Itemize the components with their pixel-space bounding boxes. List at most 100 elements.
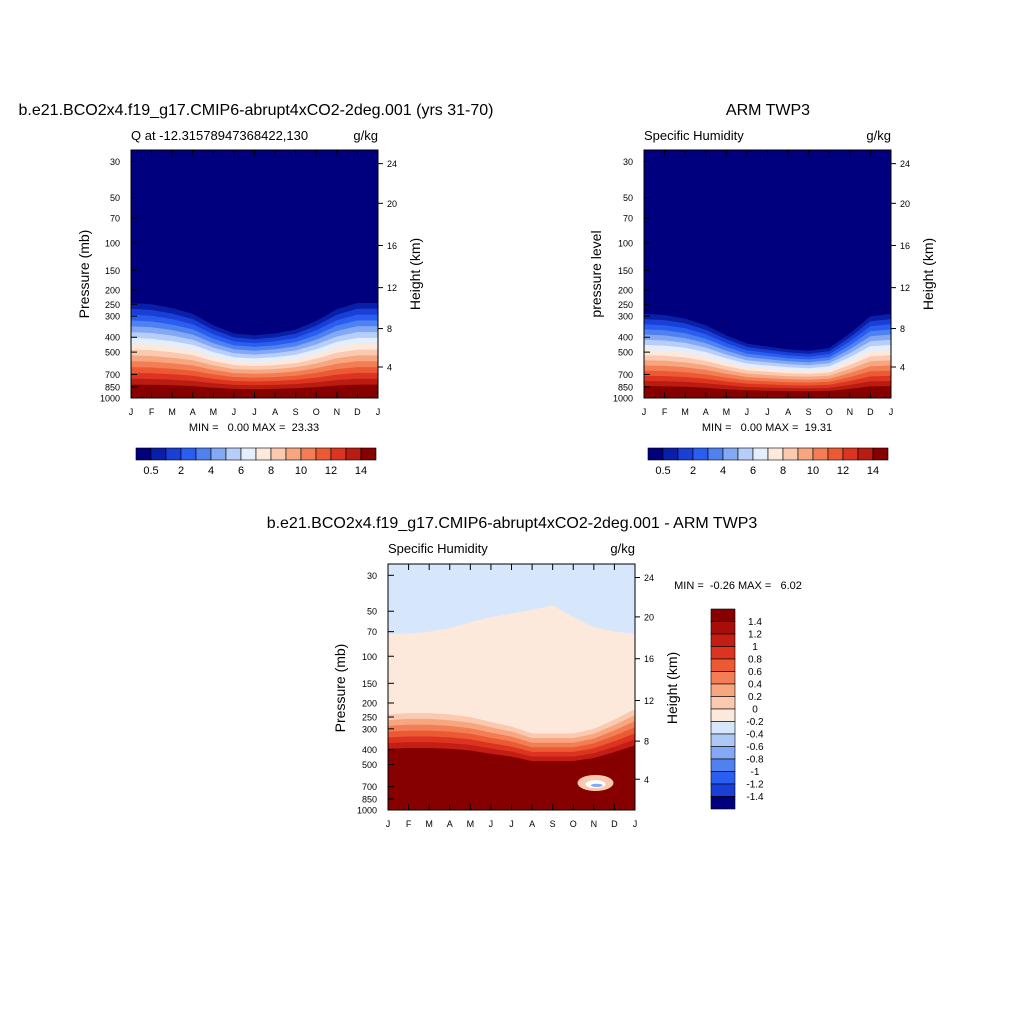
colorbar: 0.5 2 4 6 8 10 12 14: [647, 447, 889, 477]
colorbar-label: 4: [208, 465, 214, 477]
colorbar-label: 12: [325, 465, 337, 477]
colorbar-swatch: [710, 621, 736, 635]
y-axis-right-label: Height (km): [407, 238, 423, 310]
colorbar-swatch: [240, 447, 257, 461]
y-tick-label: 300: [618, 312, 633, 322]
colorbar-label: -1.2: [746, 780, 764, 791]
y-axis-label: Pressure (mb): [76, 230, 92, 319]
height-tick-label: 16: [900, 241, 910, 251]
colorbar-label: 8: [268, 465, 274, 477]
colorbar-label: 0.5: [655, 465, 670, 477]
colorbar-swatch: [857, 447, 874, 461]
y-tick-label: 400: [362, 745, 377, 755]
y-tick-label: 700: [105, 370, 120, 380]
colorbar-swatch: [345, 447, 362, 461]
colorbar-swatch: [255, 447, 272, 461]
colorbar-swatch: [737, 447, 754, 461]
colorbar-label: 12: [837, 465, 849, 477]
panel-observation: ARM TWP3 Specific Humidity g/kg 30 50 70 10…: [588, 102, 936, 477]
colorbar-swatch: [707, 447, 724, 461]
y-tick-label: 850: [362, 794, 377, 804]
height-tick-label: 8: [900, 324, 905, 334]
colorbar-swatch: [710, 733, 736, 747]
y-tick-label: 150: [362, 679, 377, 689]
height-tick-label: 8: [644, 737, 649, 747]
y-tick-label: 70: [367, 627, 377, 637]
height-tick-label: 8: [387, 324, 392, 334]
colorbar-swatch: [710, 708, 736, 722]
panel-title: b.e21.BCO2x4.f19_g17.CMIP6-abrupt4xCO2-2…: [19, 102, 494, 119]
y-tick-label: 30: [623, 157, 633, 167]
colorbar-swatch: [782, 447, 799, 461]
colorbar-label: -1.4: [746, 792, 764, 803]
colorbar-label: -1: [751, 767, 760, 778]
colorbar-swatch: [360, 447, 377, 461]
colorbar-label: 0: [752, 705, 758, 716]
height-tick-label: 16: [644, 654, 654, 664]
y-tick-label: 200: [618, 286, 633, 296]
colorbar-swatch: [710, 758, 736, 772]
colorbar-label: -0.2: [746, 717, 764, 728]
colorbar-swatch: [710, 671, 736, 685]
x-tick-label: N: [334, 407, 341, 417]
height-tick-label: 16: [387, 241, 397, 251]
colorbar-swatch: [315, 447, 332, 461]
y-tick-label: 30: [367, 571, 377, 581]
x-tick-label: M: [681, 407, 689, 417]
x-tick-label: J: [489, 819, 494, 829]
panel-units-label: g/kg: [353, 128, 378, 143]
min-max-stats: MIN = 0.00 MAX = 19.31: [702, 422, 832, 434]
x-tick-label: A: [703, 407, 709, 417]
x-tick-label: M: [210, 407, 218, 417]
x-tick-label: O: [313, 407, 320, 417]
colorbar-label: 2: [690, 465, 696, 477]
y-tick-label: 700: [362, 782, 377, 792]
colorbar-swatch: [872, 447, 889, 461]
y-tick-label: 150: [105, 266, 120, 276]
y-tick-label: 250: [105, 300, 120, 310]
colorbar-label: -0.6: [746, 742, 764, 753]
height-tick-label: 24: [387, 159, 397, 169]
colorbar-swatch: [710, 783, 736, 797]
height-axis: 24 20 16 12 8 4: [891, 159, 910, 373]
colorbar-swatch: [710, 658, 736, 672]
y-tick-label: 50: [110, 193, 120, 203]
colorbar-label: 1.2: [748, 630, 762, 641]
x-tick-label: J: [642, 407, 647, 417]
x-tick-label: M: [467, 819, 475, 829]
y-axis-right-label: Height (km): [664, 652, 680, 724]
colorbar-swatch: [710, 633, 736, 647]
x-tick-label: J: [129, 407, 134, 417]
x-tick-label: N: [847, 407, 854, 417]
colorbar-swatch: [710, 721, 736, 735]
height-tick-label: 4: [387, 363, 392, 373]
y-tick-label: 200: [362, 698, 377, 708]
panel-model: b.e21.BCO2x4.f19_g17.CMIP6-abrupt4xCO2-2…: [19, 102, 494, 477]
height-tick-label: 4: [644, 775, 649, 785]
x-tick-label: S: [550, 819, 556, 829]
colorbar-swatch: [710, 646, 736, 660]
colorbar-label: -0.8: [746, 755, 764, 766]
min-max-stats: MIN = 0.00 MAX = 23.33: [189, 422, 319, 434]
x-tick-label: M: [168, 407, 176, 417]
colorbar-swatch: [812, 447, 829, 461]
x-tick-label: J: [765, 407, 770, 417]
x-tick-label: J: [252, 407, 257, 417]
height-tick-label: 20: [900, 199, 910, 209]
colorbar-swatch: [692, 447, 709, 461]
colorbar-label: 0.8: [748, 655, 762, 666]
colorbar-label: 6: [750, 465, 756, 477]
x-tick-label: N: [591, 819, 598, 829]
colorbar: 1.4 1.21 0.80.6 0.40.2 0-0.2 -0.4-0.6 -0.8-1 -1…: [710, 608, 764, 810]
colorbar-swatch: [225, 447, 242, 461]
contour-field: [388, 564, 635, 810]
y-tick-label: 400: [618, 333, 633, 343]
height-tick-label: 24: [644, 573, 654, 583]
x-tick-label: J: [386, 819, 391, 829]
panel-units-label: g/kg: [866, 128, 891, 143]
x-tick-label: J: [889, 407, 894, 417]
colorbar-label: 0.4: [748, 680, 762, 691]
